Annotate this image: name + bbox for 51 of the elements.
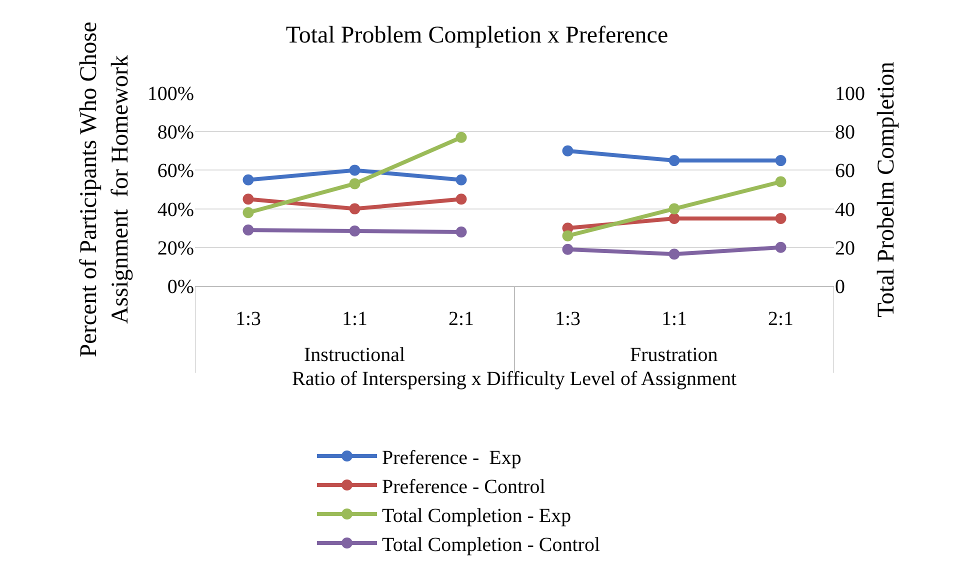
x-tick-label: 1:3 <box>554 308 581 330</box>
y2-tick-label: 80 <box>835 122 855 144</box>
y2-tick-label: 100 <box>835 83 865 105</box>
point <box>349 164 360 176</box>
point <box>242 207 254 218</box>
y2-tick-label: 60 <box>835 160 855 182</box>
point <box>242 224 254 236</box>
text: Frustration <box>630 344 718 366</box>
x-tick-label: 2:1 <box>448 308 474 330</box>
x-tick-label: 1:1 <box>342 308 368 330</box>
point <box>775 155 786 166</box>
point <box>668 248 680 260</box>
point <box>242 194 254 205</box>
point <box>349 203 360 214</box>
x-axis-title: Ratio of Interspersing x Difficulty Level of Assignment <box>292 368 737 390</box>
legend-label: Preference - Exp <box>382 446 522 469</box>
legend-label: Total Completion - Exp <box>382 504 572 527</box>
y-tick-label: 0% <box>167 276 194 298</box>
y-tick-label: 60% <box>157 160 194 182</box>
point <box>242 174 254 186</box>
point <box>456 226 467 238</box>
point <box>775 212 786 224</box>
point <box>562 230 574 242</box>
point <box>668 203 680 214</box>
y2-tick-label: 20 <box>835 237 855 260</box>
point <box>562 244 574 255</box>
x-tick-label: 1:1 <box>661 308 688 330</box>
y2-tick-label: 40 <box>835 198 855 221</box>
point <box>456 194 467 205</box>
y-axis-title: Percent of Participants Who Chose Assignment for Homework <box>76 22 134 358</box>
chart-title: Total Problem Completion x Preference <box>286 22 668 49</box>
point <box>349 226 360 236</box>
y-tick-label: 100% <box>147 83 194 105</box>
y2-tick-label: 0 <box>835 276 845 298</box>
point <box>349 178 360 190</box>
point <box>456 132 467 143</box>
x-tick-label: 2:1 <box>768 308 794 330</box>
point <box>668 155 680 166</box>
legend-label: Total Completion - Control <box>382 534 600 556</box>
legend-label: Preference - Control <box>382 476 546 498</box>
y-tick-label: 40% <box>157 198 194 221</box>
y-tick-label: 80% <box>157 122 194 144</box>
point <box>562 145 574 156</box>
point <box>775 176 786 188</box>
point <box>775 242 786 253</box>
point <box>668 212 680 224</box>
y2-axis-title: Total Probelm Completion <box>873 62 900 318</box>
text: Instructional <box>304 344 406 366</box>
point <box>456 174 467 186</box>
y-tick-label: 20% <box>157 237 194 260</box>
x-tick-label: 1:3 <box>235 308 262 330</box>
